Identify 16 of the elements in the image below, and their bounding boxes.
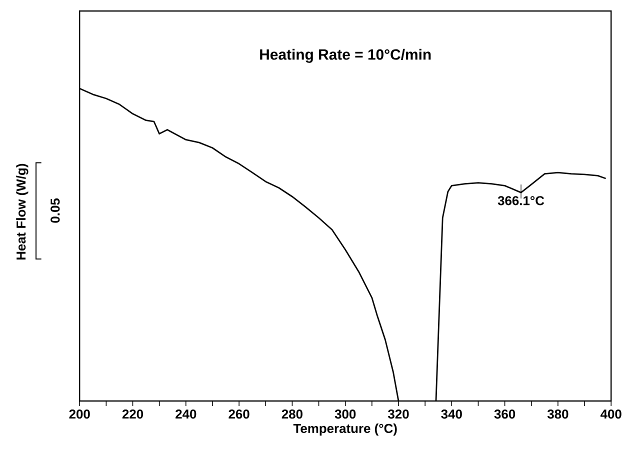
x-tick-label: 360	[494, 410, 516, 419]
text: 0.05	[50, 198, 60, 223]
x-tick-label: 400	[600, 410, 622, 419]
x-tick-label: 220	[122, 410, 144, 419]
x-tick-label: 300	[334, 410, 356, 419]
annotation: 366.1°C	[498, 196, 544, 206]
x-tick-label: 380	[547, 410, 568, 419]
x-tick-label: 200	[69, 410, 90, 419]
x-tick-label: 340	[441, 410, 462, 419]
x-tick-label: 260	[228, 410, 250, 419]
x-tick-label: 240	[176, 410, 196, 419]
x-tick-label: 280	[282, 410, 302, 419]
chart-title: Heating Rate = 10°C/min	[260, 48, 431, 63]
x-tick-label: 320	[388, 410, 409, 419]
y-axis-title: Heat Flow (W/g)	[16, 164, 28, 260]
x-axis-title: Temperature (°C)	[293, 424, 397, 436]
